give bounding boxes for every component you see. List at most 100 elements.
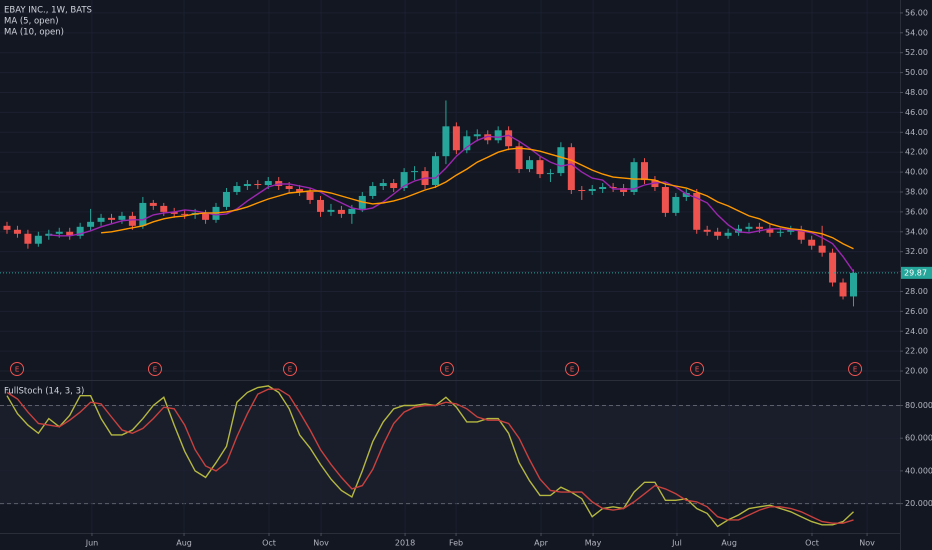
legend-entry: MA (10, open) xyxy=(4,28,64,38)
event-marker xyxy=(283,362,298,376)
candle-body xyxy=(787,229,795,232)
series-line xyxy=(6,388,854,524)
event-label: E xyxy=(695,366,699,374)
event-label: E xyxy=(15,366,19,374)
overlay: 20.0022.0024.0026.0028.0030.0032.0034.00… xyxy=(0,8,932,548)
candle-body xyxy=(254,184,262,186)
candle-body xyxy=(118,215,126,220)
y-tick-label: 24.00 xyxy=(905,327,928,336)
y-tick-label: 20.00 xyxy=(905,367,928,376)
candle-body xyxy=(285,186,293,190)
event-label: E xyxy=(853,366,857,374)
candle-body xyxy=(620,188,628,192)
candle-body xyxy=(724,232,732,236)
y-tick-label: 36.00 xyxy=(905,207,928,216)
candle-body xyxy=(181,213,189,215)
y-tick-label: 80.0000 xyxy=(905,401,932,410)
candle-body xyxy=(3,225,11,230)
x-tick-label: Nov xyxy=(859,539,875,548)
y-tick-label: 52.00 xyxy=(905,48,928,57)
candle-body xyxy=(515,146,523,170)
candle-body xyxy=(526,160,534,170)
y-tick-label: 22.00 xyxy=(905,347,928,356)
candle-body xyxy=(222,191,230,207)
candle-body xyxy=(776,231,784,233)
candle-body xyxy=(55,231,63,234)
series-line xyxy=(101,147,854,250)
candle-body xyxy=(13,229,21,234)
candle-body xyxy=(557,147,565,174)
x-tick-label: Oct xyxy=(262,539,276,548)
event-marker xyxy=(565,362,580,376)
event-marker xyxy=(848,362,863,376)
series-line xyxy=(48,134,855,273)
y-tick-label: 34.00 xyxy=(905,227,928,236)
candle-body xyxy=(693,192,701,230)
candle-body xyxy=(66,231,74,236)
candle-body xyxy=(442,126,450,157)
candle-body xyxy=(400,172,408,189)
x-tick-label: Oct xyxy=(805,539,819,548)
candle-body xyxy=(327,209,335,212)
event-label: E xyxy=(288,366,292,374)
candle-body xyxy=(494,130,502,141)
candle-body xyxy=(839,282,847,297)
candle-body xyxy=(546,173,554,175)
x-tick-label: Aug xyxy=(176,539,192,548)
y-tick-label: 40.00 xyxy=(905,168,928,177)
candle-body xyxy=(536,160,544,175)
y-tick-label: 46.00 xyxy=(905,108,928,117)
indicator-title: FullStoch (14, 3, 3) xyxy=(4,387,84,397)
grid xyxy=(0,0,900,533)
candle-body xyxy=(139,202,147,226)
candle-body xyxy=(829,252,837,283)
event-label: E xyxy=(445,366,449,374)
candle-body xyxy=(431,156,439,186)
candle-body xyxy=(578,190,586,191)
candle-body xyxy=(233,186,241,192)
candle-body xyxy=(411,171,419,173)
y-tick-label: 26.00 xyxy=(905,307,928,316)
candle-body xyxy=(149,202,157,206)
y-tick-label: 44.00 xyxy=(905,128,928,137)
candle-body xyxy=(202,212,210,220)
candle-body xyxy=(567,147,575,190)
candle-body xyxy=(755,226,763,229)
x-tick-label: Feb xyxy=(449,539,463,548)
candle-body xyxy=(76,226,84,236)
candle-body xyxy=(682,192,690,197)
y-tick-label: 42.00 xyxy=(905,148,928,157)
y-tick-label: 48.00 xyxy=(905,88,928,97)
candle-body xyxy=(306,191,314,200)
candle-body xyxy=(661,187,669,213)
candle-body xyxy=(484,134,492,141)
candle-body xyxy=(463,136,471,151)
chart-title: EBAY INC., 1W, BATS xyxy=(4,6,92,16)
candle-body xyxy=(87,221,95,227)
y-tick-label: 54.00 xyxy=(905,28,928,37)
candle-body xyxy=(296,189,304,192)
y-tick-label: 50.00 xyxy=(905,68,928,77)
candle-body xyxy=(264,181,272,186)
event-marker xyxy=(10,362,25,376)
candle-body xyxy=(672,196,680,213)
candle-body xyxy=(108,217,116,220)
y-tick-label: 28.00 xyxy=(905,287,928,296)
candle-body xyxy=(473,134,481,137)
candle-body xyxy=(766,228,774,233)
y-tick-label: 40.0000 xyxy=(905,466,932,475)
y-tick-label: 32.00 xyxy=(905,247,928,256)
candle-body xyxy=(609,187,617,189)
y-tick-label: 60.0000 xyxy=(905,434,932,443)
candle-body xyxy=(849,272,857,297)
candle-body xyxy=(735,228,743,233)
candle-body xyxy=(369,186,377,196)
y-tick-label: 38.00 xyxy=(905,187,928,196)
candle-body xyxy=(24,233,32,244)
event-marker xyxy=(690,362,705,376)
series-line xyxy=(6,385,854,528)
candle-body xyxy=(128,215,136,226)
candle-body xyxy=(348,208,356,214)
event-marker xyxy=(147,362,162,376)
